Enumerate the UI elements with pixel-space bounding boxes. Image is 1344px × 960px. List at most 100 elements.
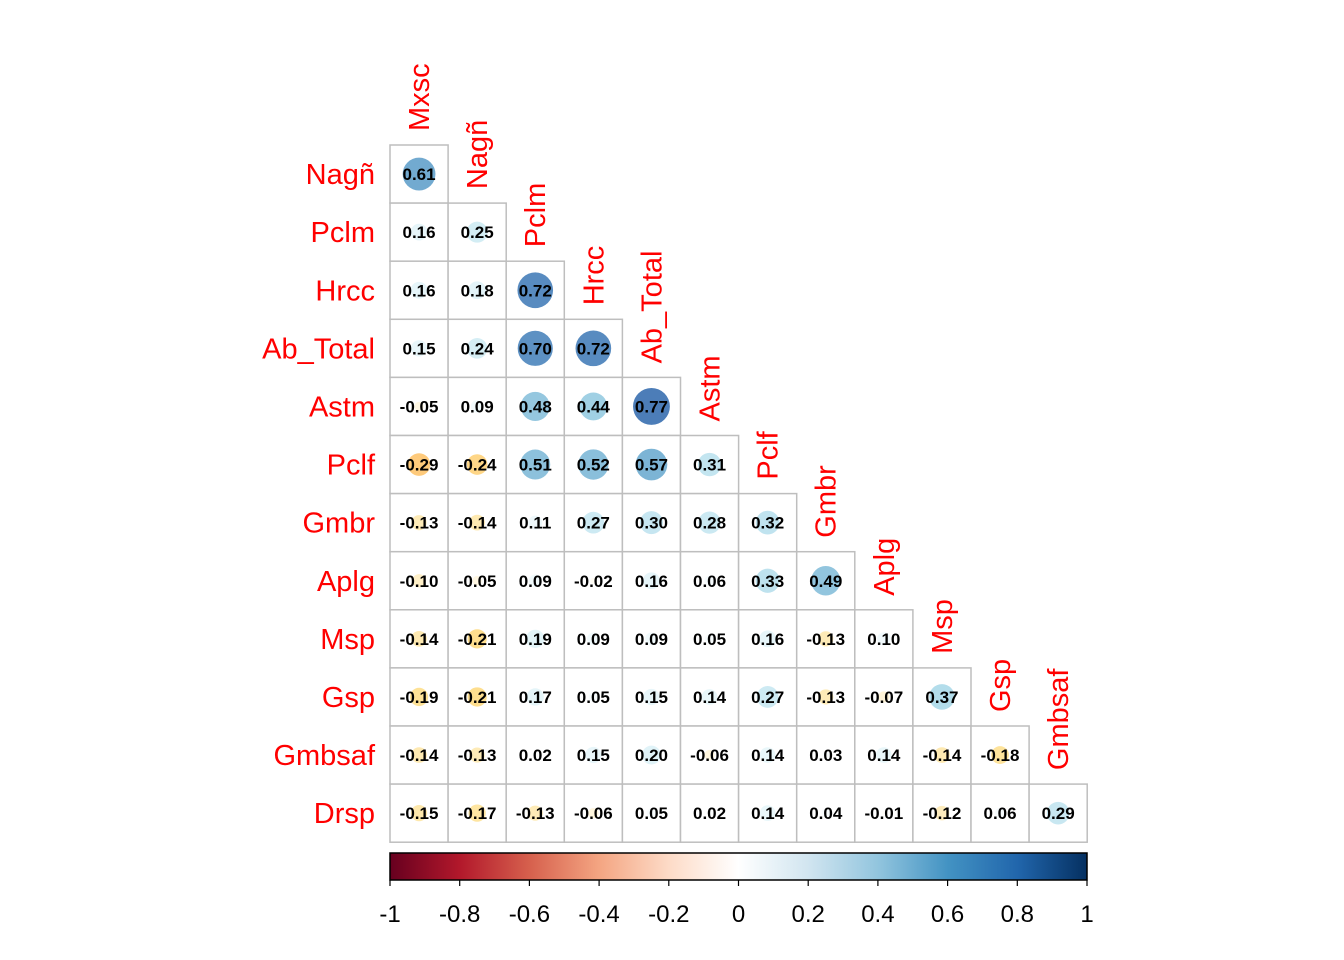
correlation-value: -0.15 [400,804,439,823]
correlation-circle [818,631,834,647]
correlation-circle [520,449,551,480]
correlation-value: -0.13 [458,746,497,765]
row-label: Gmbr [303,508,376,540]
correlation-value: 0.15 [577,746,610,765]
correlation-value: 0.14 [751,746,785,765]
correlation-circle [520,391,550,421]
correlation-circle [468,804,486,822]
correlation-circle [704,575,715,586]
grid-cell [447,318,507,379]
correlation-circle [701,689,718,705]
correlation-value: 0.72 [577,339,610,358]
column-label: Nagñ [462,120,494,189]
correlation-circle [411,515,427,531]
correlation-value: 0.17 [519,688,552,707]
correlation-value: 0.14 [867,746,901,765]
correlation-value: 0.28 [693,514,726,533]
correlation-value: 0.03 [809,746,842,765]
correlation-value: 0.70 [519,339,552,358]
correlation-value: 0.32 [751,514,784,533]
correlation-value: -0.13 [806,630,845,649]
correlation-value: -0.29 [400,456,439,475]
correlation-value: -0.13 [400,514,439,533]
correlation-value: 0.06 [693,572,726,591]
correlation-circle [646,808,657,818]
correlation-circle [639,511,663,535]
correlation-circle [704,634,715,644]
row-label: Astm [309,391,375,423]
correlation-circle [410,281,428,299]
correlation-value: -0.18 [981,746,1020,765]
correlation-circle [642,745,661,765]
correlation-value: 0.49 [809,572,842,591]
row-label: Gmbsaf [273,740,375,772]
column-label: Pclm [520,183,552,247]
correlation-circle [643,688,660,706]
correlation-circle [579,392,608,421]
correlation-circle [643,572,660,590]
correlation-circle [409,687,429,707]
correlation-value: -0.05 [458,572,497,591]
color-legend: -1 -0.8 -0.6 -0.4 -0.2 0 0.2 0.4 0.6 0.8 1 [379,852,1094,928]
column-label: Gsp [985,659,1017,712]
correlation-circle [414,401,424,412]
correlation-circle [528,574,542,588]
column-label: Pclf [753,430,785,479]
correlation-circle [517,330,553,366]
correlation-value: 0.29 [1042,804,1075,823]
correlation-value: -0.13 [806,688,845,707]
correlation-circle [410,223,428,241]
grid-cell [563,376,624,437]
correlation-circle [575,330,612,367]
row-label: Aplg [317,566,375,598]
correlation-value: 0.06 [984,804,1017,823]
correlation-circle [645,632,658,646]
correlation-value: 0.72 [519,281,552,300]
correlation-circle [756,686,779,708]
row-label: Msp [320,624,375,656]
legend-tick-label: 0.6 [931,901,964,928]
correlation-value: 0.33 [751,572,784,591]
legend-tick-label: -1 [379,901,400,928]
correlation-circle [588,808,599,819]
correlation-value: 0.27 [751,688,784,707]
correlation-circle [821,808,830,818]
correlation-circle [517,272,554,309]
correlation-value: -0.14 [458,514,497,533]
legend-tick-label: -0.4 [578,901,619,928]
correlation-value: 0.09 [577,630,610,649]
correlation-circle [878,691,890,703]
row-label: Drsp [314,798,375,830]
correlation-circle [590,577,597,584]
correlation-circle [698,511,721,534]
correlation-value: -0.02 [574,572,613,591]
correlation-circle [467,687,487,707]
correlation-value: 0.15 [635,688,668,707]
correlation-circle [472,576,482,586]
correlation-value: 0.10 [867,630,900,649]
column-label: Ab_Total [636,251,668,364]
correlation-value: 0.77 [635,397,668,416]
correlation-circle [587,632,600,646]
correlation-circle [633,388,670,425]
legend-tick-label: 0.8 [1001,901,1034,928]
correlation-value: 0.19 [519,630,552,649]
correlation-value: 0.48 [519,397,552,416]
correlation-circle [526,629,545,649]
correlation-circle [697,452,722,477]
correlation-circle [877,632,891,646]
legend-tick-label: -0.8 [439,901,480,928]
correlation-value: 0.31 [693,456,726,475]
column-label: Mxsc [404,63,436,131]
column-label: Gmbr [811,465,843,538]
row-labels: Nagñ Pclm Hrcc Ab_Total Astm Pclf Gmbr Aplg Msp G… [262,159,376,830]
column-label: Hrcc [578,246,610,306]
column-labels: Mxsc Nagñ Pclm Hrcc Ab_Total Astm Pclf Gmbr Aplg… [404,63,1075,770]
correlation-value: 0.09 [519,572,552,591]
correlation-value: 0.44 [577,397,611,416]
correlation-circle [755,510,780,535]
correlation-circle [991,746,1009,764]
correlation-value: 0.15 [403,339,436,358]
correlation-circle [466,221,488,243]
